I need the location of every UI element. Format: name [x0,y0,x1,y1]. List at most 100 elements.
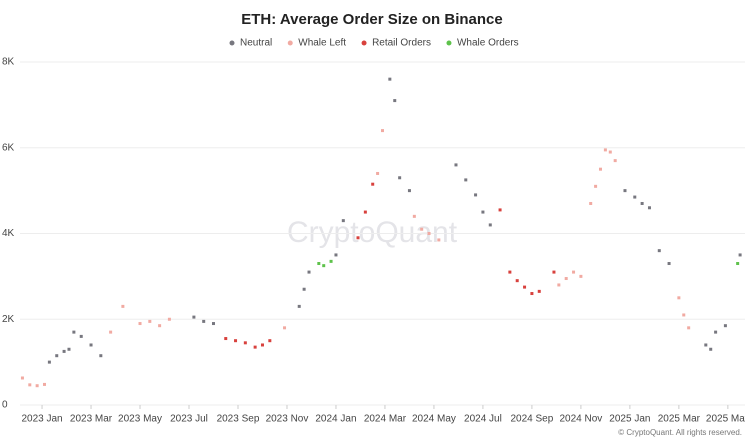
data-point [523,285,527,289]
y-tick-label: 6K [2,142,15,153]
data-point [55,354,59,358]
x-tick-label: 2023 Mar [70,414,113,425]
x-tick-label: 2024 Sep [510,414,553,425]
y-tick-label: 4K [2,228,15,239]
data-point [35,384,39,388]
data-point [704,343,708,347]
data-point [376,171,380,175]
legend-marker [361,40,367,46]
data-point [589,201,593,205]
data-point [297,304,301,308]
data-point [537,289,541,293]
data-point [317,262,321,266]
data-point [564,277,568,281]
data-point [723,324,727,328]
data-point [736,262,740,266]
data-point [687,326,691,330]
data-point [498,208,502,212]
data-point [603,148,607,152]
data-point [341,219,345,223]
data-point [99,354,103,358]
data-point [62,349,66,353]
footer: © CryptoQuant. All rights reserved. [618,428,742,437]
data-point [508,270,512,274]
data-point [608,150,612,154]
watermark: CryptoQuant [287,216,458,249]
legend-marker [446,40,452,46]
data-point [714,330,718,334]
data-point [623,189,627,193]
y-tick-label: 0 [2,400,8,411]
x-tick-label: 2024 Nov [559,414,602,425]
data-point [613,159,617,163]
data-point [598,167,602,171]
x-tick-label: 2024 Jan [315,414,356,425]
x-tick-label: 2024 Mar [364,414,407,425]
data-point [42,382,46,386]
x-tick-label: 2024 Jul [464,414,502,425]
legend-label: Whale Orders [457,38,519,49]
data-point [657,249,661,253]
data-point [148,319,152,323]
data-point [307,270,311,274]
data-point [481,210,485,214]
x-tick-label: 2023 Jul [170,414,208,425]
data-point [260,343,264,347]
data-point [594,184,598,188]
data-point [356,236,360,240]
data-point [268,339,272,343]
data-point [334,253,338,257]
data-point [709,347,713,351]
data-point [109,330,113,334]
y-tick-label: 8K [2,57,15,68]
y-tick-label: 2K [2,314,15,325]
data-point [371,182,375,186]
data-point [738,253,742,257]
data-point [412,214,416,218]
x-tick-label: 2025 May [706,414,745,425]
data-point [640,201,644,205]
data-point [530,292,534,296]
data-point [20,376,24,380]
data-point [253,345,257,349]
data-point [167,317,171,321]
data-point [243,341,247,345]
data-point [388,77,392,81]
legend-marker [229,40,235,46]
data-point [407,189,411,193]
data-point [633,195,637,199]
data-point [552,270,556,274]
data-point [211,322,215,326]
data-point [647,206,651,210]
x-tick-label: 2025 Mar [658,414,701,425]
x-tick-label: 2023 Jan [21,414,62,425]
data-point [454,163,458,167]
legend-label: Retail Orders [372,38,431,49]
data-point [89,343,93,347]
data-point [302,287,306,291]
data-point [572,270,576,274]
x-tick-label: 2023 Nov [266,414,309,425]
x-tick-label: 2025 Jan [609,414,650,425]
data-point [488,223,492,227]
data-point [28,383,32,387]
data-point [363,210,367,214]
data-point [67,347,71,351]
data-point [393,99,397,103]
x-tick-label: 2024 May [412,414,456,425]
data-point [667,262,671,266]
data-point [579,274,583,278]
data-point [322,264,326,268]
data-point [224,337,228,341]
data-point [557,283,561,287]
data-point [474,193,478,197]
data-point [234,339,238,343]
data-point [381,129,384,133]
data-point [202,319,206,323]
data-point [677,296,681,300]
data-point [398,176,402,180]
data-point [420,227,424,231]
data-point [192,315,196,319]
x-tick-label: 2023 Sep [217,414,260,425]
legend-label: Neutral [240,38,272,49]
